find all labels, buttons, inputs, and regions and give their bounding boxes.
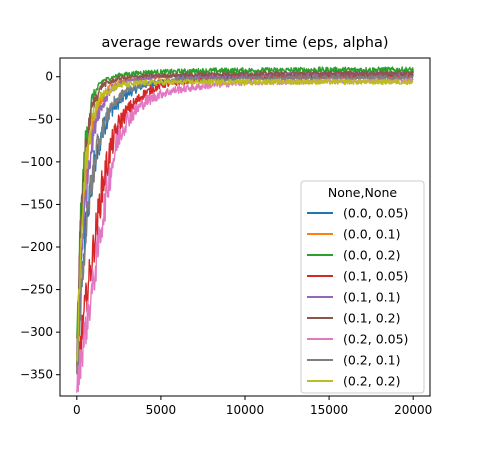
legend-label: (0.0, 0.2) — [343, 248, 400, 263]
legend-label: (0.2, 0.05) — [343, 332, 408, 347]
legend-title: None,None — [328, 185, 398, 200]
y-tick-label: −250 — [20, 283, 53, 297]
series-line — [76, 78, 414, 362]
legend-label: (0.1, 0.1) — [343, 290, 400, 305]
y-tick-label: −300 — [20, 325, 53, 339]
y-tick-label: 0 — [45, 70, 53, 84]
legend: None,None (0.0, 0.05) (0.0, 0.1) (0.0, 0.2… — [300, 180, 425, 394]
y-tick-label: −350 — [20, 368, 53, 382]
legend-label: (0.2, 0.1) — [343, 353, 400, 368]
x-tick-label: 5000 — [146, 403, 177, 417]
chart-title: average rewards over time (eps, alpha) — [101, 35, 388, 51]
series-layer — [76, 66, 414, 393]
legend-label: (0.0, 0.05) — [343, 206, 408, 221]
legend-entries: (0.0, 0.05) (0.0, 0.1) (0.0, 0.2) (0.1, 0.0… — [307, 206, 408, 389]
x-tick-label: 0 — [73, 403, 81, 417]
y-tick-label: −50 — [28, 112, 53, 126]
x-tick-label: 15000 — [310, 403, 348, 417]
series-line — [76, 66, 414, 339]
y-axis: 0 −50 −100 −150 −200 −250 −300 −350 — [20, 70, 60, 382]
x-tick-label: 20000 — [394, 403, 432, 417]
x-axis: 0 5000 10000 15000 20000 — [73, 396, 432, 417]
y-tick-label: −200 — [20, 240, 53, 254]
series-line — [76, 70, 414, 368]
series-line — [76, 75, 414, 375]
legend-label: (0.1, 0.05) — [343, 269, 408, 284]
x-tick-label: 10000 — [226, 403, 264, 417]
y-tick-label: −100 — [20, 155, 53, 169]
legend-label: (0.1, 0.2) — [343, 311, 400, 326]
legend-label: (0.2, 0.2) — [343, 374, 400, 389]
legend-label: (0.0, 0.1) — [343, 227, 400, 242]
y-tick-label: −150 — [20, 197, 53, 211]
